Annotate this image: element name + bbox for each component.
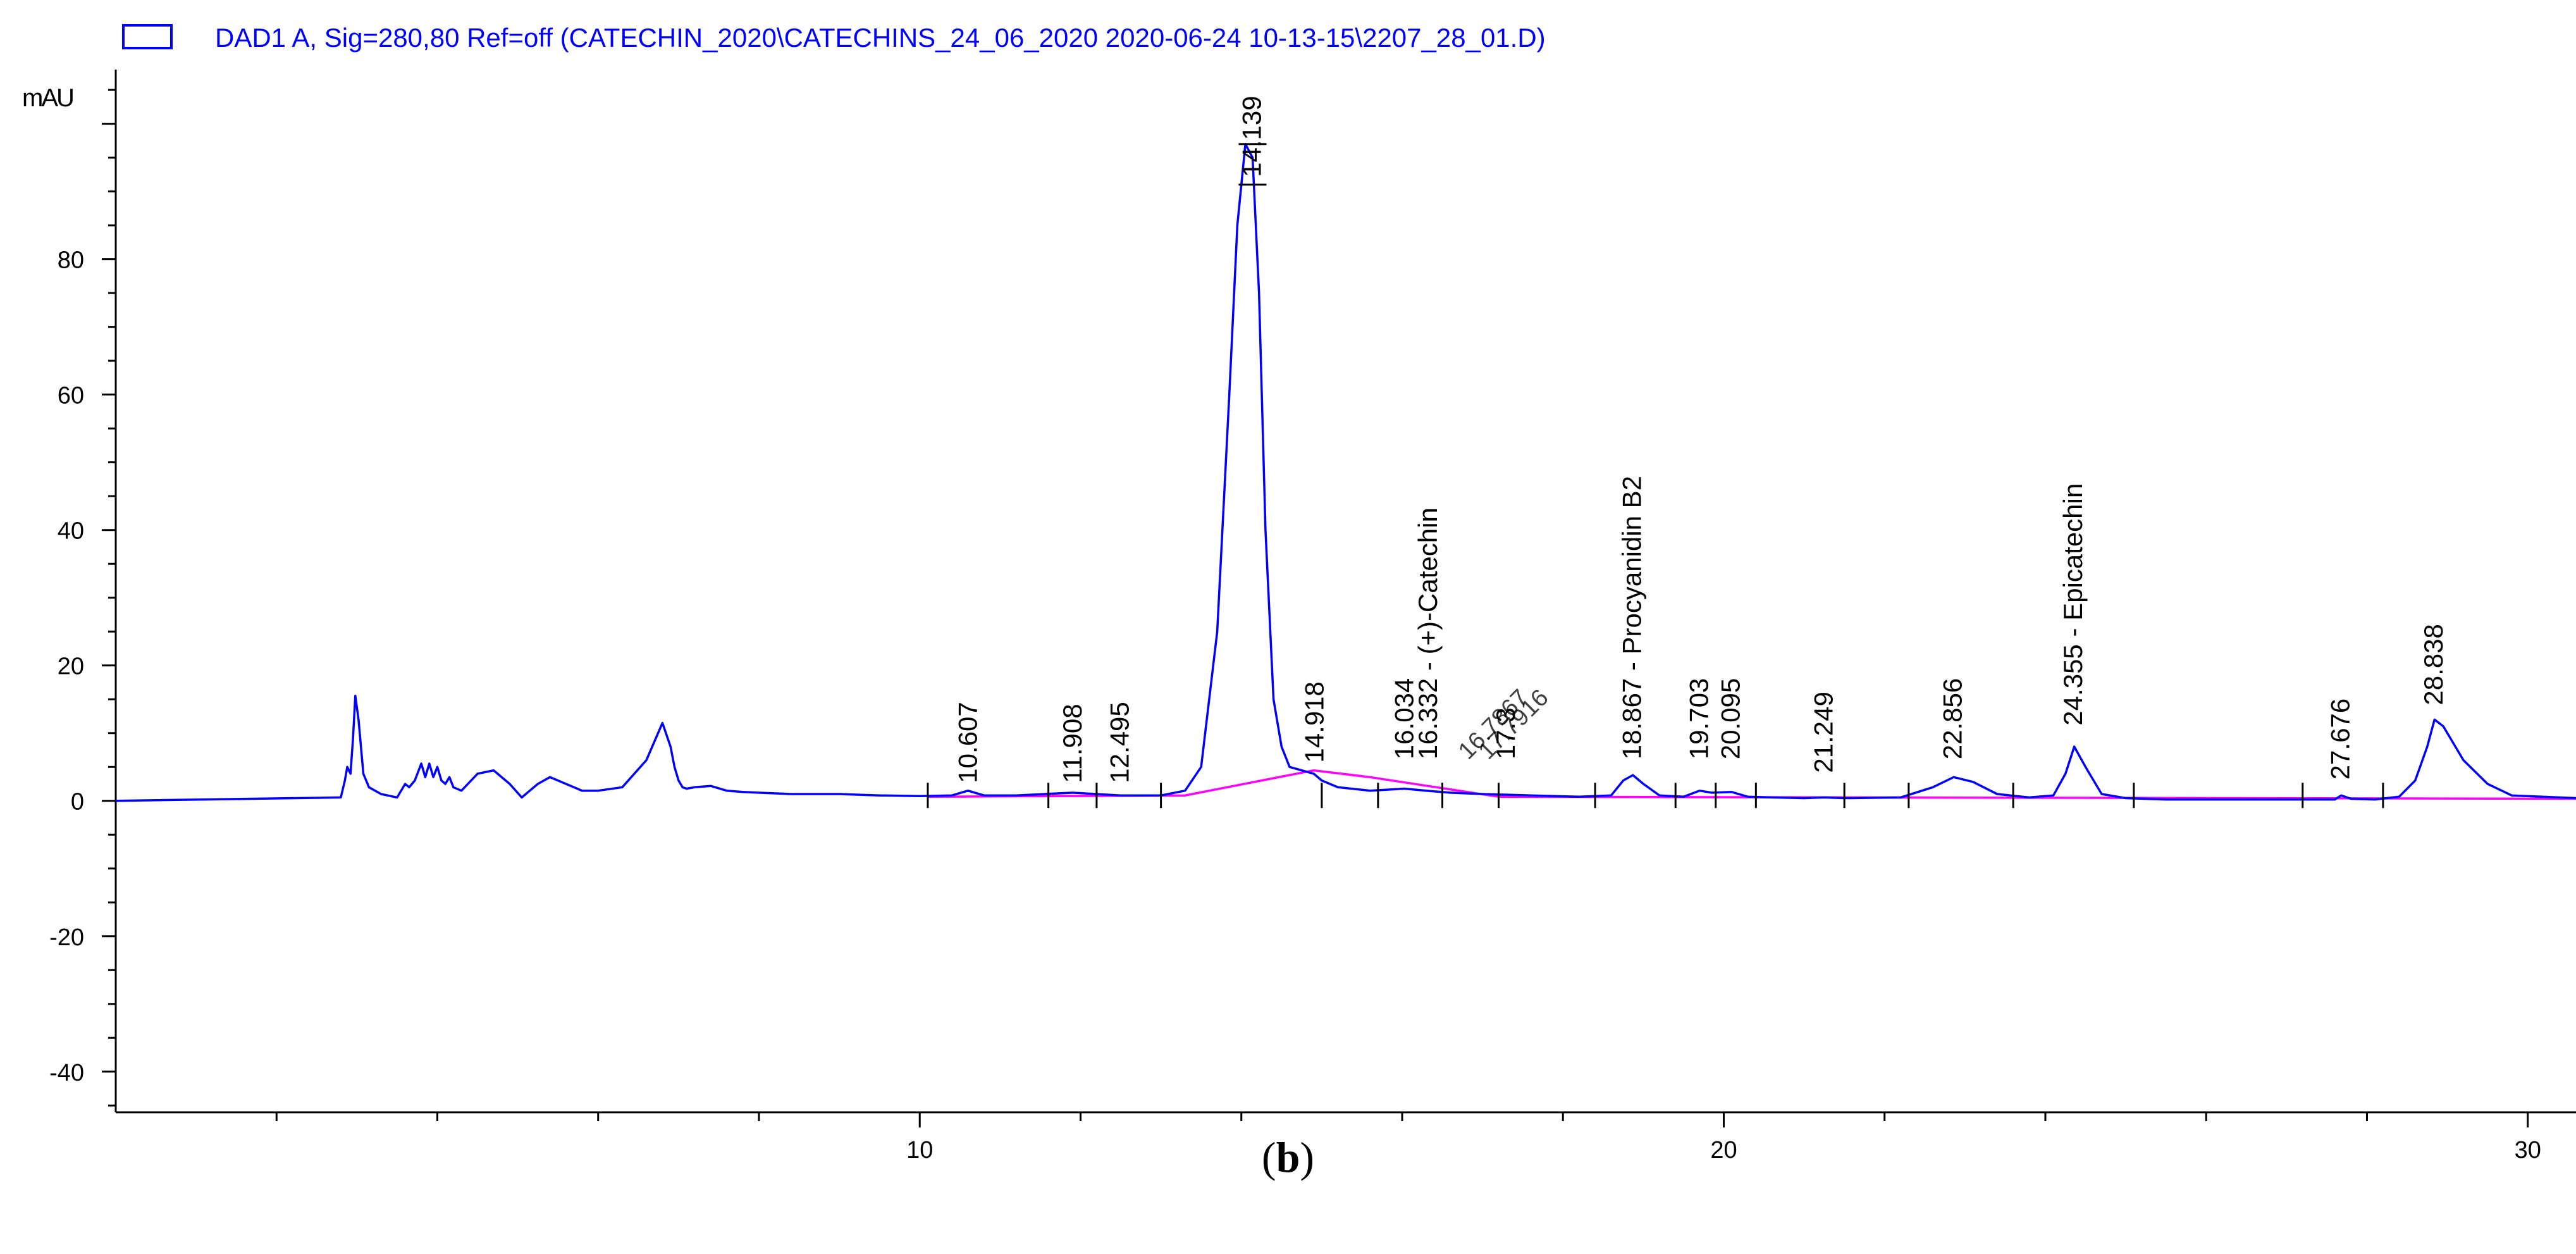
figure-caption: (b) <box>1261 1133 1315 1181</box>
peak-label: 24.355 - Epicatechin <box>2058 483 2088 726</box>
y-axis-unit-label: mAU <box>22 84 73 112</box>
plot-area: 10.607 11.908 12.495 14.139 14.918 16.03416.3… <box>115 96 2576 809</box>
peak-label: 20.095 <box>1716 678 1746 759</box>
y-tick-label: 40 <box>58 518 84 545</box>
y-tick-label: -40 <box>49 1060 84 1086</box>
x-tick-label: 10 <box>906 1137 933 1164</box>
peak-label: 12.495 <box>1104 702 1134 783</box>
peak-label: 11.908 <box>1057 704 1087 783</box>
peak-label: 16.034 <box>1389 678 1419 759</box>
x-tick-label: 30 <box>2515 1137 2541 1164</box>
peak-label: 16.332 - (+)-Catechin <box>1413 507 1443 759</box>
y-tick-label: 0 <box>71 789 84 816</box>
y-tick-label: -20 <box>49 924 84 951</box>
peak-label: 28.838 <box>2419 624 2448 705</box>
peak-label: 22.856 <box>1938 678 1968 759</box>
peak-label: 10.607 <box>952 702 982 783</box>
y-tick-label: 20 <box>58 654 84 680</box>
peak-label: 14.139 <box>1236 96 1266 177</box>
legend-label: DAD1 A, Sig=280,80 Ref=off (CATECHIN_202… <box>215 23 1546 53</box>
peak-label: 18.867 - Procyanidin B2 <box>1617 476 1647 759</box>
y-tick-label: 60 <box>58 383 84 409</box>
legend-swatch <box>122 24 173 49</box>
peak-label: 27.676 <box>2325 698 2355 779</box>
peak-label: 14.918 <box>1299 681 1329 762</box>
y-tick-label: 80 <box>58 247 84 274</box>
legend: DAD1 A, Sig=280,80 Ref=off (CATECHIN_202… <box>122 23 1546 53</box>
signal-trace <box>115 142 2576 802</box>
peak-label: 21.249 <box>1808 692 1838 773</box>
peak-label: 19.703 <box>1684 678 1714 759</box>
peak-label: 17.3 <box>1491 707 1520 759</box>
axes: -40 -20 0 20 40 60 80 10 20 30 <box>49 70 2576 1164</box>
x-tick-label: 20 <box>1710 1137 1737 1164</box>
